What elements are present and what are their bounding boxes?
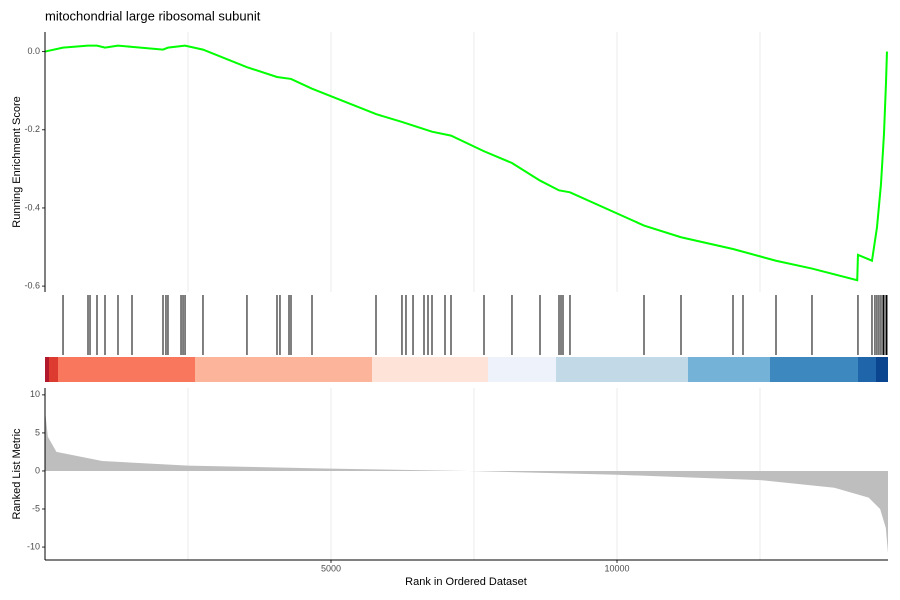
y-tick-label: 10 bbox=[30, 389, 40, 399]
color-band bbox=[858, 357, 876, 382]
y-axis-label: Ranked List Metric bbox=[11, 428, 23, 520]
color-band bbox=[58, 357, 195, 382]
y-tick-label: -10 bbox=[27, 541, 40, 551]
y-tick-label: -0.4 bbox=[24, 202, 40, 212]
enrichment-line bbox=[44, 44, 888, 282]
color-band bbox=[45, 357, 49, 382]
y-tick-label: 0.0 bbox=[27, 46, 40, 56]
x-axis-label: Rank in Ordered Dataset bbox=[405, 576, 527, 588]
color-band bbox=[556, 357, 688, 382]
x-tick-label: 5000 bbox=[321, 563, 341, 573]
y-tick-label: -5 bbox=[32, 503, 40, 513]
color-band bbox=[770, 357, 858, 382]
y-axis-label: Running Enrichment Score bbox=[11, 96, 23, 227]
color-band bbox=[876, 357, 888, 382]
color-band bbox=[195, 357, 372, 382]
color-band bbox=[488, 357, 556, 382]
x-tick-label: 10000 bbox=[604, 563, 629, 573]
y-tick-label: 0 bbox=[35, 465, 40, 475]
y-tick-label: -0.6 bbox=[24, 281, 40, 291]
color-band bbox=[49, 357, 58, 382]
color-band bbox=[688, 357, 770, 382]
color-bar bbox=[45, 357, 888, 382]
color-band bbox=[372, 357, 488, 382]
metric-area bbox=[45, 410, 888, 554]
chart-title: mitochondrial large ribosomal subunit bbox=[45, 8, 261, 23]
y-tick-label: -0.2 bbox=[24, 124, 40, 134]
y-tick-label: 5 bbox=[35, 427, 40, 437]
